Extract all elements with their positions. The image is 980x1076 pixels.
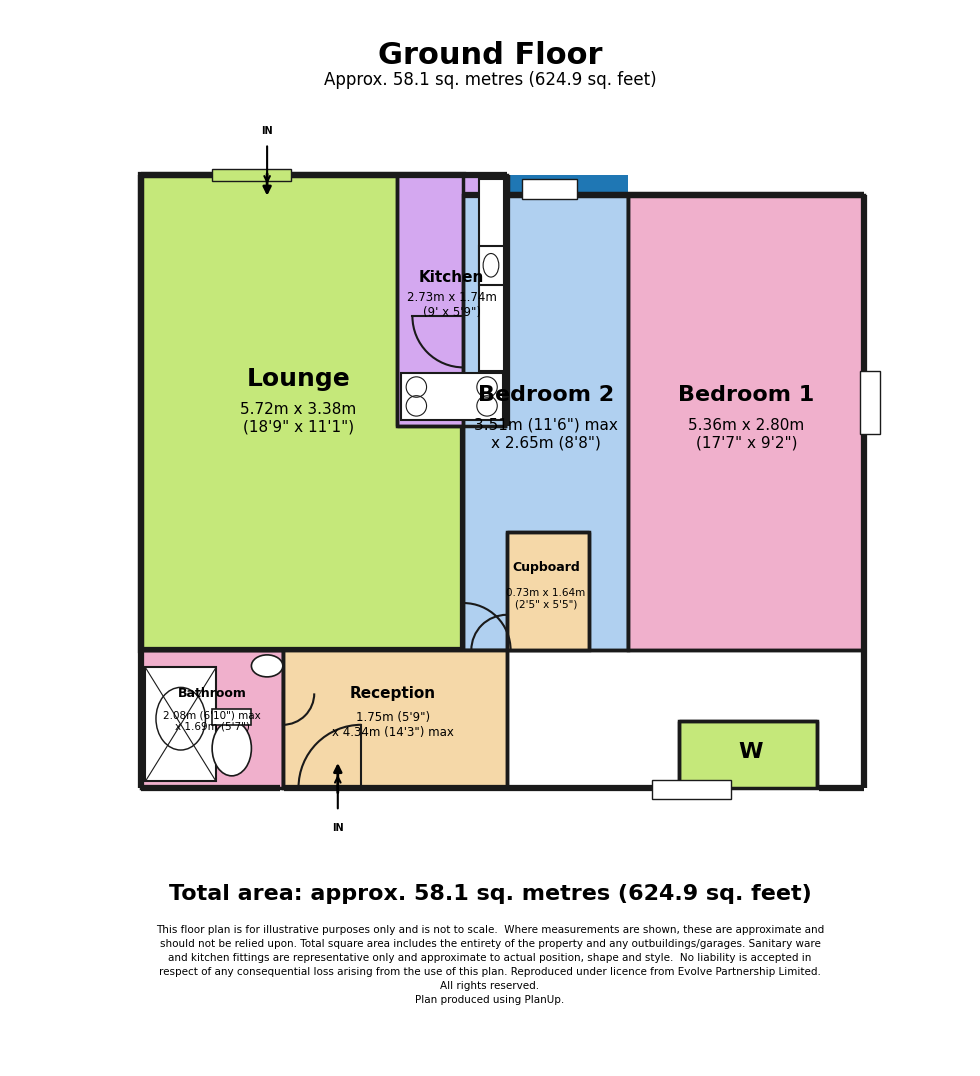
Bar [479, 179, 505, 371]
Bar [141, 650, 283, 788]
Text: W: W [738, 742, 762, 762]
Text: 1.75m (5'9")
x 4.34m (14'3") max: 1.75m (5'9") x 4.34m (14'3") max [332, 711, 454, 739]
Ellipse shape [212, 721, 252, 776]
Text: Reception: Reception [350, 685, 436, 700]
Text: Lounge: Lounge [247, 367, 351, 392]
Text: 2.73m x 1.74m
(9' x 5'9"): 2.73m x 1.74m (9' x 5'9") [407, 291, 497, 318]
Bar [679, 721, 817, 788]
Bar [479, 245, 505, 285]
Text: IN: IN [262, 126, 272, 136]
Bar [652, 780, 730, 799]
Bar [145, 667, 216, 781]
Bar [507, 175, 628, 426]
Text: 2.08m (6'10") max
x 1.69m (5'7"): 2.08m (6'10") max x 1.69m (5'7") [164, 710, 261, 732]
Bar [141, 175, 464, 650]
Bar [212, 169, 291, 181]
Text: 3.51m (11'6") max
x 2.65m (8'8"): 3.51m (11'6") max x 2.65m (8'8") [474, 417, 618, 451]
Text: Bathroom: Bathroom [177, 686, 247, 699]
Text: Kitchen: Kitchen [419, 270, 484, 284]
Text: Bedroom 2: Bedroom 2 [478, 385, 614, 405]
Bar [507, 533, 589, 650]
Text: Cupboard: Cupboard [513, 562, 580, 575]
Text: This floor plan is for illustrative purposes only and is not to scale.  Where me: This floor plan is for illustrative purp… [156, 925, 824, 1005]
Bar [397, 175, 507, 426]
Bar [401, 373, 503, 420]
Bar [212, 709, 252, 725]
Text: Ground Floor: Ground Floor [377, 41, 603, 70]
Bar [464, 195, 628, 650]
Bar [283, 650, 507, 788]
Text: 5.36m x 2.80m
(17'7" x 9'2"): 5.36m x 2.80m (17'7" x 9'2") [688, 417, 805, 451]
Bar [628, 195, 864, 650]
Text: Bedroom 1: Bedroom 1 [678, 385, 814, 405]
Text: Approx. 58.1 sq. metres (624.9 sq. feet): Approx. 58.1 sq. metres (624.9 sq. feet) [323, 71, 657, 89]
Text: 0.73m x 1.64m
(2'5" x 5'5"): 0.73m x 1.64m (2'5" x 5'5") [507, 589, 586, 610]
Text: IN: IN [332, 823, 344, 833]
Bar [860, 371, 880, 434]
Text: 5.72m x 3.38m
(18'9" x 11'1"): 5.72m x 3.38m (18'9" x 11'1") [240, 402, 357, 435]
Text: Total area: approx. 58.1 sq. metres (624.9 sq. feet): Total area: approx. 58.1 sq. metres (624… [169, 884, 811, 905]
Ellipse shape [252, 655, 283, 677]
Bar [522, 179, 577, 198]
